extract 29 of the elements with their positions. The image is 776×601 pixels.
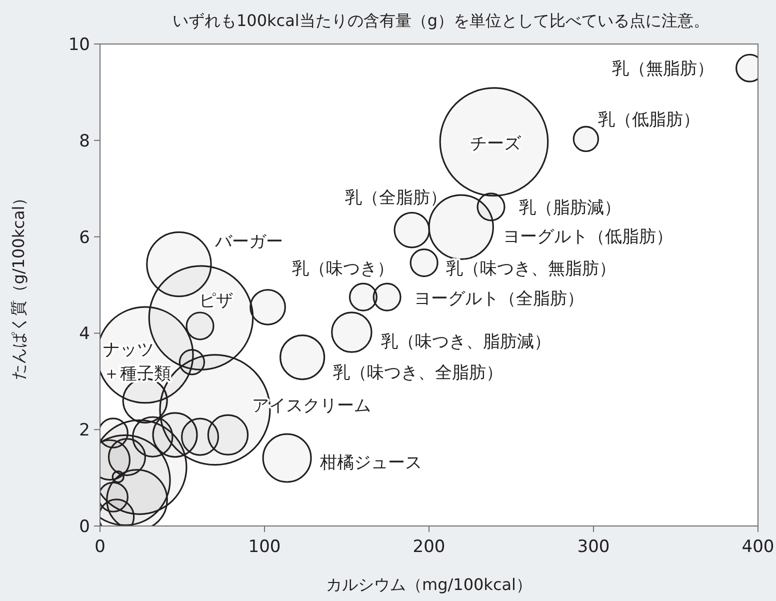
x-tick-label: 0: [94, 537, 106, 557]
annotation: 乳（無脂肪）: [612, 59, 714, 79]
x-tick-label: 300: [577, 537, 610, 557]
annotation: 乳（味つき、全脂肪）: [333, 363, 503, 383]
annotation: 乳（味つき、脂肪減）: [381, 332, 551, 352]
chart-title: いずれも100kcal当たりの含有量（g）を単位として比べている点に注意。: [172, 11, 710, 30]
x-tick-label: 100: [248, 537, 281, 557]
annotation: ピザ: [199, 291, 233, 311]
y-tick-label: 0: [79, 517, 90, 537]
y-tick-label: 8: [79, 131, 90, 152]
y-tick-label: 6: [79, 228, 90, 248]
annotation: ヨーグルト（全脂肪）: [414, 289, 584, 309]
annotation: ヨーグルト（低脂肪）: [503, 227, 673, 247]
x-tick-label: 400: [742, 537, 774, 557]
annotation: チーズ: [470, 134, 522, 154]
y-tick-label: 2: [79, 420, 90, 441]
x-axis-title: カルシウム（mg/100kcal）: [326, 575, 532, 594]
annotation: 乳（全脂肪）: [345, 188, 447, 208]
annotation: 乳（低脂肪）: [598, 110, 700, 130]
annotation: 乳（味つき）: [292, 259, 394, 279]
y-tick-label: 10: [68, 35, 90, 55]
annotation: 乳（味つき、無脂肪）: [446, 259, 616, 279]
annotation: 柑橘ジュース: [319, 453, 422, 473]
y-tick-label: 4: [79, 324, 90, 344]
x-tick-label: 200: [412, 537, 446, 557]
y-axis-title: たんぱく質（g/100kcal）: [9, 190, 28, 380]
annotation: バーガー: [214, 232, 283, 252]
annotation: 乳（脂肪減）: [519, 198, 621, 218]
annotation: アイスクリーム: [252, 396, 371, 416]
